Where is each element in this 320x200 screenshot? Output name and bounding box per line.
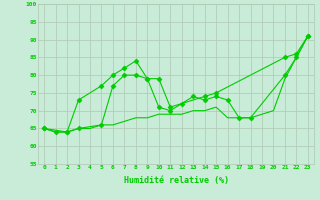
X-axis label: Humidité relative (%): Humidité relative (%) (124, 176, 228, 185)
